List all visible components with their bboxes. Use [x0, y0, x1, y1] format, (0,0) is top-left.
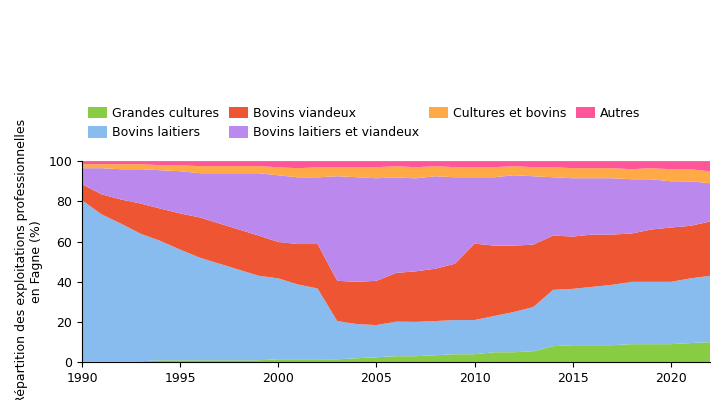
Y-axis label: Répartition des exploitations professionnelles
en Fagne (%): Répartition des exploitations profession…	[15, 119, 43, 400]
Legend: Grandes cultures, Bovins laitiers, Bovins viandeux, Bovins laitiers et viandeux,: Grandes cultures, Bovins laitiers, Bovin…	[88, 107, 640, 139]
